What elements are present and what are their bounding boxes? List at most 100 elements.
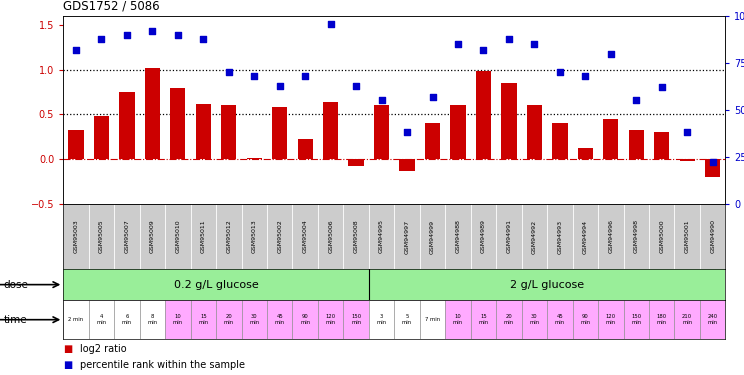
Text: 15
min: 15 min <box>198 314 208 325</box>
Bar <box>675 300 700 339</box>
Bar <box>654 132 670 159</box>
Bar <box>190 300 216 339</box>
Text: GSM94988: GSM94988 <box>455 219 461 254</box>
Text: GSM95000: GSM95000 <box>659 220 664 253</box>
Bar <box>445 300 471 339</box>
Point <box>274 82 286 88</box>
Text: ■: ■ <box>63 344 72 354</box>
Point <box>121 32 133 38</box>
Text: GSM94989: GSM94989 <box>481 219 486 254</box>
Point <box>554 69 566 75</box>
Bar <box>63 300 89 339</box>
Text: percentile rank within the sample: percentile rank within the sample <box>80 360 245 370</box>
Text: GSM94992: GSM94992 <box>532 219 537 254</box>
Bar <box>298 140 312 159</box>
Bar <box>649 300 675 339</box>
Bar <box>292 300 318 339</box>
Bar <box>394 300 420 339</box>
Bar <box>420 300 445 339</box>
Text: 120
min: 120 min <box>606 314 616 325</box>
Text: 120
min: 120 min <box>326 314 336 325</box>
Bar <box>216 300 242 339</box>
Text: 0.2 g/L glucose: 0.2 g/L glucose <box>173 280 258 290</box>
Bar <box>577 148 593 159</box>
Point <box>299 73 311 79</box>
Text: 210
min: 210 min <box>682 314 692 325</box>
Point <box>528 41 540 47</box>
Bar <box>522 300 547 339</box>
Bar <box>450 105 466 159</box>
Bar <box>552 123 568 159</box>
Bar <box>272 107 287 159</box>
Text: 45
min: 45 min <box>275 314 285 325</box>
Text: GSM95002: GSM95002 <box>278 220 282 254</box>
Bar <box>496 300 522 339</box>
Bar <box>114 300 140 339</box>
Text: GSM94998: GSM94998 <box>634 219 639 254</box>
Text: GSM95007: GSM95007 <box>124 220 129 254</box>
Text: 90
min: 90 min <box>300 314 310 325</box>
Point <box>376 98 388 104</box>
Point <box>580 73 591 79</box>
Point <box>223 69 235 75</box>
Text: 7 min: 7 min <box>425 317 440 322</box>
Text: 90
min: 90 min <box>580 314 591 325</box>
Bar <box>318 300 344 339</box>
Text: GSM94997: GSM94997 <box>405 219 409 254</box>
Point <box>503 36 515 42</box>
Bar <box>623 300 649 339</box>
Bar <box>140 300 165 339</box>
Text: GDS1752 / 5086: GDS1752 / 5086 <box>63 0 160 12</box>
Point <box>426 94 438 100</box>
Bar <box>471 300 496 339</box>
Bar <box>196 104 211 159</box>
Bar <box>323 102 339 159</box>
Text: 3
min: 3 min <box>376 314 387 325</box>
Text: 2 g/L glucose: 2 g/L glucose <box>510 280 584 290</box>
Bar <box>267 300 292 339</box>
Text: 20
min: 20 min <box>504 314 514 325</box>
Bar <box>603 119 618 159</box>
Point <box>197 36 209 42</box>
Point <box>682 129 693 135</box>
Text: GSM94995: GSM94995 <box>379 219 384 254</box>
Bar <box>700 300 725 339</box>
Text: GSM95008: GSM95008 <box>353 220 359 253</box>
Bar <box>242 300 267 339</box>
Text: GSM95012: GSM95012 <box>226 220 231 254</box>
Bar <box>573 300 598 339</box>
Text: GSM95006: GSM95006 <box>328 220 333 253</box>
Bar <box>246 158 262 159</box>
Text: dose: dose <box>4 280 28 290</box>
Text: 240
min: 240 min <box>708 314 718 325</box>
Text: GSM94996: GSM94996 <box>609 219 613 254</box>
Bar <box>400 159 414 171</box>
Text: 5
min: 5 min <box>402 314 412 325</box>
Text: 10
min: 10 min <box>173 314 183 325</box>
Text: 150
min: 150 min <box>351 314 361 325</box>
Point <box>630 98 642 104</box>
Point <box>478 47 490 53</box>
Bar <box>547 300 573 339</box>
Text: GSM95011: GSM95011 <box>201 220 206 253</box>
Point <box>655 84 667 90</box>
Text: GSM94999: GSM94999 <box>430 219 435 254</box>
Text: GSM95009: GSM95009 <box>150 220 155 254</box>
Text: 150
min: 150 min <box>631 314 641 325</box>
Bar <box>89 300 114 339</box>
Text: 15
min: 15 min <box>478 314 489 325</box>
Bar <box>94 116 109 159</box>
Text: GSM95013: GSM95013 <box>251 220 257 254</box>
Text: 8
min: 8 min <box>147 314 158 325</box>
Bar <box>679 159 695 161</box>
Text: 6
min: 6 min <box>122 314 132 325</box>
Text: GSM95010: GSM95010 <box>176 220 180 253</box>
Bar <box>119 92 135 159</box>
Bar <box>145 68 160 159</box>
Point <box>350 82 362 88</box>
Text: 30
min: 30 min <box>529 314 539 325</box>
Point <box>172 32 184 38</box>
Text: GSM94994: GSM94994 <box>583 219 588 254</box>
Point <box>605 51 617 57</box>
Point <box>707 159 719 165</box>
